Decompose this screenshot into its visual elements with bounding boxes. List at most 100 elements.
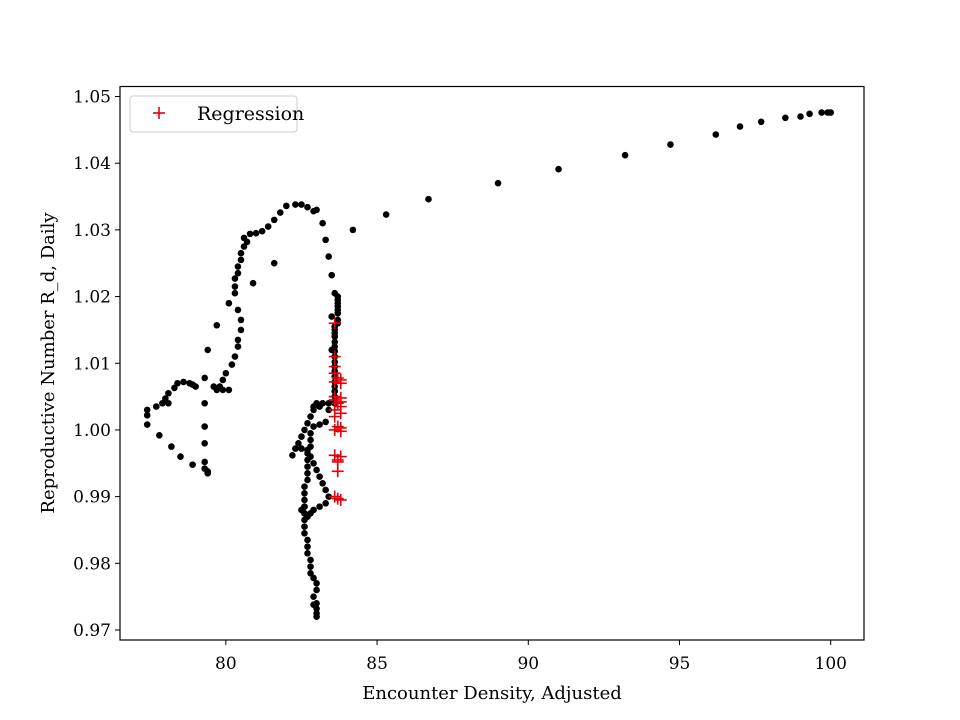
data-point	[201, 458, 208, 466]
data-point	[712, 131, 720, 138]
data-point	[307, 436, 314, 444]
data-point	[237, 326, 245, 334]
regression-point	[331, 492, 344, 505]
data-point	[237, 256, 245, 264]
data-point	[301, 530, 308, 537]
data-point	[174, 379, 181, 387]
data-point	[234, 306, 242, 314]
data-point	[234, 263, 242, 270]
data-point	[797, 113, 804, 120]
data-point	[782, 114, 789, 122]
data-point	[301, 426, 308, 434]
regression-point	[328, 375, 341, 388]
data-point	[425, 195, 432, 203]
data-point	[331, 338, 339, 346]
data-point	[234, 336, 242, 344]
data-point	[322, 486, 329, 494]
data-point	[304, 469, 311, 477]
data-point	[307, 556, 314, 564]
data-point	[382, 211, 390, 218]
data-point	[304, 203, 311, 211]
data-point	[243, 238, 251, 246]
legend: Regression	[129, 95, 304, 133]
data-point	[156, 431, 163, 439]
data-point	[225, 299, 233, 307]
data-point	[189, 461, 196, 468]
data-point	[301, 509, 308, 517]
data-point	[213, 321, 221, 329]
data-point	[310, 403, 317, 410]
data-point	[201, 374, 208, 382]
data-point	[621, 151, 629, 159]
regression-point	[334, 407, 347, 420]
regression-point	[334, 425, 347, 438]
data-point	[316, 503, 323, 510]
data-point	[301, 516, 308, 524]
legend-regression-label: Regression	[197, 103, 304, 125]
data-point	[162, 395, 169, 402]
data-point	[276, 209, 284, 216]
data-point	[264, 223, 272, 230]
data-point	[234, 343, 242, 350]
data-point	[210, 383, 218, 390]
data-point	[349, 226, 357, 234]
data-point	[204, 346, 212, 354]
data-point	[219, 386, 227, 394]
data-point	[304, 550, 311, 557]
data-point	[304, 543, 311, 550]
regression-point	[328, 490, 341, 503]
y-tick-label: 1.01	[73, 354, 111, 374]
data-point	[283, 202, 290, 210]
data-point	[234, 269, 242, 277]
data-point	[237, 316, 245, 324]
data-point	[307, 563, 314, 570]
data-point	[301, 483, 308, 490]
data-point	[165, 399, 172, 407]
data-point	[331, 333, 339, 340]
data-point	[237, 249, 245, 257]
x-axis-label: Encounter Density, Adjusted	[362, 683, 622, 704]
data-point	[270, 216, 278, 224]
data-point	[555, 165, 562, 173]
regression-point	[331, 465, 344, 478]
data-point	[310, 574, 317, 582]
legend-plus-marker	[153, 107, 165, 119]
data-point	[322, 236, 329, 244]
data-point	[313, 605, 320, 612]
data-point	[298, 445, 305, 452]
data-point	[304, 419, 311, 427]
y-axis-ticks: 0.97 0.98 0.99 1.00 1.01 1.02 1.03 1.04 1.05	[73, 88, 120, 641]
data-point	[331, 343, 339, 350]
data-point	[231, 275, 239, 282]
y-tick-label: 1.00	[73, 421, 111, 441]
data-point	[225, 386, 233, 394]
x-tick-label: 95	[669, 654, 691, 674]
data-point	[219, 376, 227, 384]
data-point	[319, 479, 326, 487]
data-point	[252, 229, 260, 237]
data-point	[222, 369, 230, 377]
data-point	[143, 421, 151, 428]
data-point	[325, 406, 332, 414]
x-tick-label: 80	[215, 654, 237, 674]
data-point	[304, 449, 311, 457]
data-point	[304, 456, 311, 464]
regression-point	[328, 410, 341, 423]
data-point	[240, 243, 248, 250]
y-tick-label: 0.97	[73, 621, 111, 641]
data-point	[201, 399, 208, 407]
data-point	[307, 570, 314, 577]
data-point	[289, 451, 296, 459]
data-point	[818, 109, 825, 116]
data-point	[316, 421, 323, 428]
data-point	[319, 219, 326, 227]
data-point	[204, 469, 212, 477]
data-point	[231, 283, 239, 290]
data-point	[231, 289, 239, 297]
data-point	[313, 586, 320, 594]
data-point	[143, 406, 151, 414]
data-point	[168, 443, 175, 450]
data-point	[201, 423, 208, 430]
regression-point	[328, 350, 341, 363]
data-point	[231, 353, 239, 360]
